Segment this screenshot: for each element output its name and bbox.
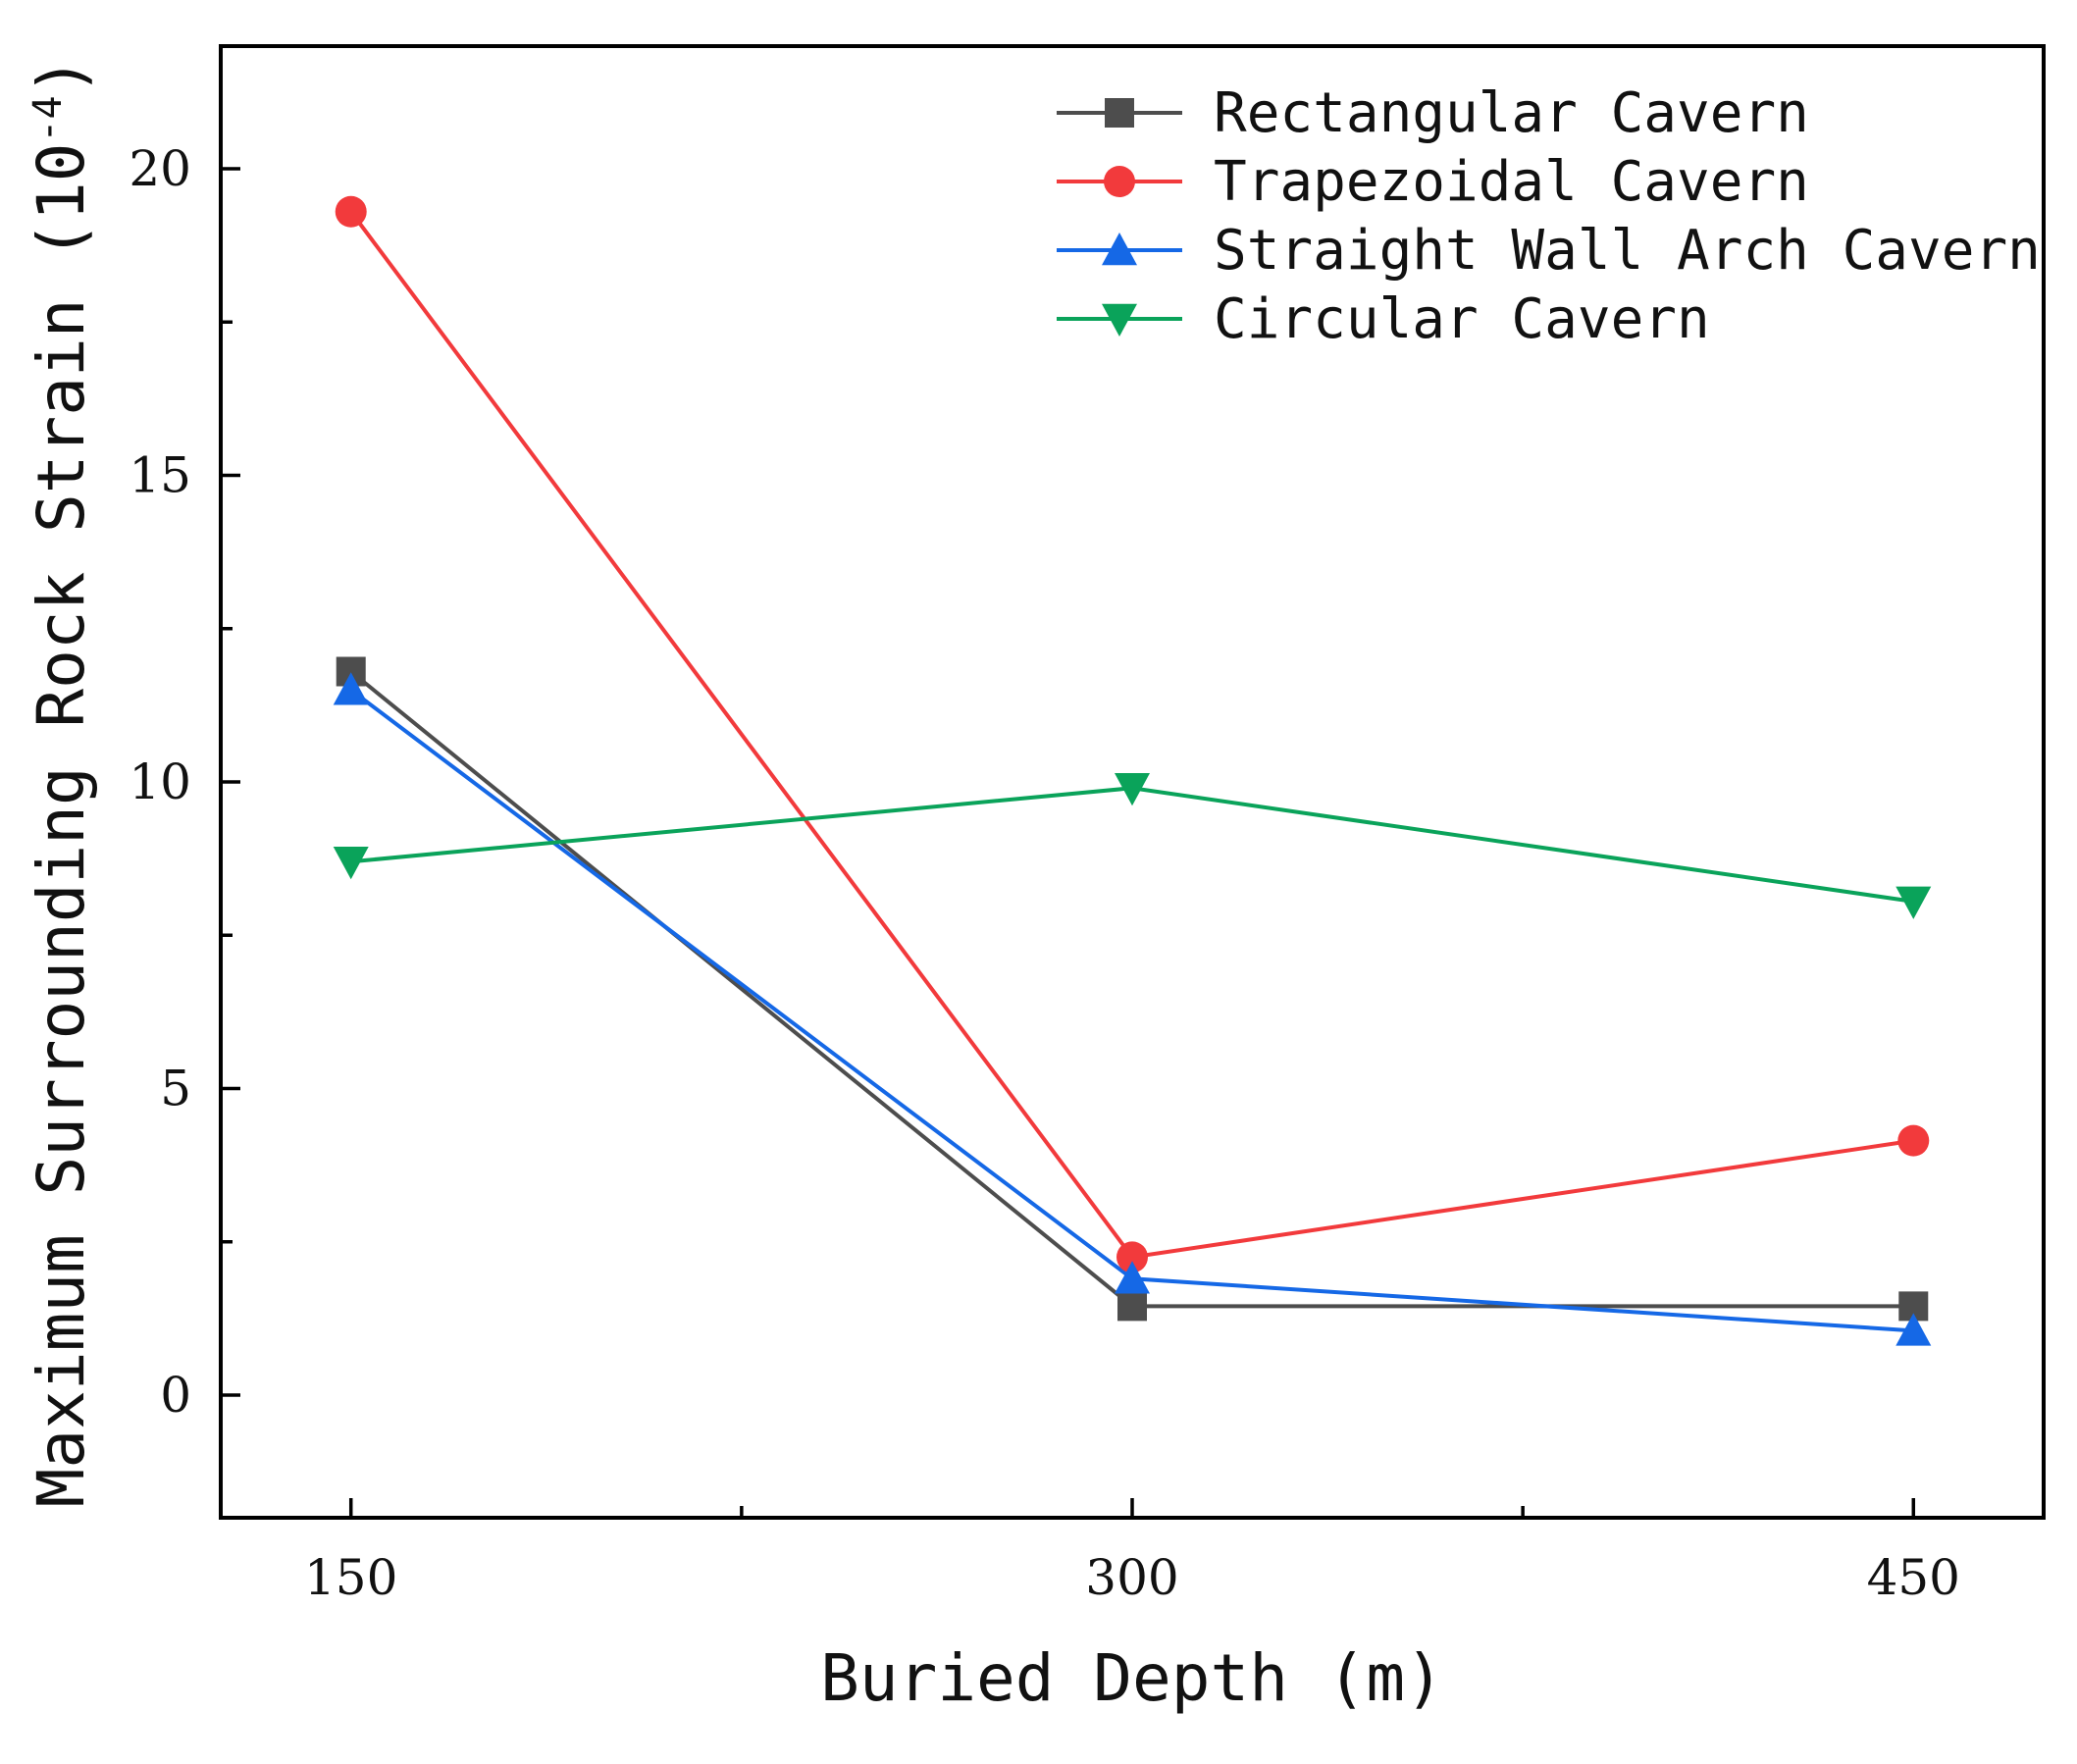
y-axis-label-main: Maximum Surrounding Rock Strain (10 bbox=[24, 143, 99, 1508]
legend-marker-3 bbox=[1102, 303, 1137, 337]
data-point-2-2 bbox=[1895, 1313, 1932, 1346]
y-axis-label-exponent: -4 bbox=[26, 95, 71, 142]
legend-marker-1 bbox=[1104, 166, 1135, 197]
y-axis-label-close: ) bbox=[24, 57, 99, 96]
data-point-1-1 bbox=[1116, 1241, 1148, 1273]
plot-frame bbox=[219, 44, 2046, 1520]
y-tick-label: 20 bbox=[129, 140, 191, 197]
legend-label-2: Straight Wall Arch Cavern bbox=[1214, 219, 2041, 283]
legend-label-1: Trapezoidal Cavern bbox=[1214, 150, 1809, 214]
data-point-3-1 bbox=[1115, 772, 1150, 806]
legend-label-3: Circular Cavern bbox=[1214, 287, 1710, 351]
x-tick-label: 450 bbox=[1867, 1549, 1960, 1606]
y-tick-labels: 0 5 10 15 20 bbox=[129, 140, 191, 1424]
y-axis-label: Maximum Surrounding Rock Strain (10-4) bbox=[24, 57, 99, 1508]
data-point-1-2 bbox=[1897, 1124, 1930, 1157]
y-tick-label: 5 bbox=[160, 1061, 191, 1117]
y-tick-label: 15 bbox=[129, 447, 191, 504]
major-ticks bbox=[221, 167, 1916, 1518]
x-tick-labels: 150 300 450 bbox=[304, 1549, 1960, 1606]
data-point-1-0 bbox=[335, 195, 367, 228]
data-point-3-2 bbox=[1895, 886, 1932, 919]
y-tick-label: 0 bbox=[160, 1367, 191, 1424]
data-point-2-1 bbox=[1115, 1261, 1150, 1294]
data-point-3-0 bbox=[333, 846, 369, 880]
series-markers bbox=[333, 195, 1932, 1346]
x-tick-label: 150 bbox=[304, 1549, 397, 1606]
legend-marker-0 bbox=[1105, 98, 1134, 128]
y-tick-label: 10 bbox=[129, 753, 191, 810]
data-point-0-1 bbox=[1117, 1291, 1147, 1322]
legend-label-0: Rectangular Cavern bbox=[1214, 81, 1809, 145]
x-axis-label: Buried Depth (m) bbox=[820, 1640, 1444, 1716]
data-point-2-0 bbox=[333, 672, 369, 705]
legend-marker-2 bbox=[1102, 233, 1137, 266]
x-tick-label: 300 bbox=[1085, 1549, 1178, 1606]
